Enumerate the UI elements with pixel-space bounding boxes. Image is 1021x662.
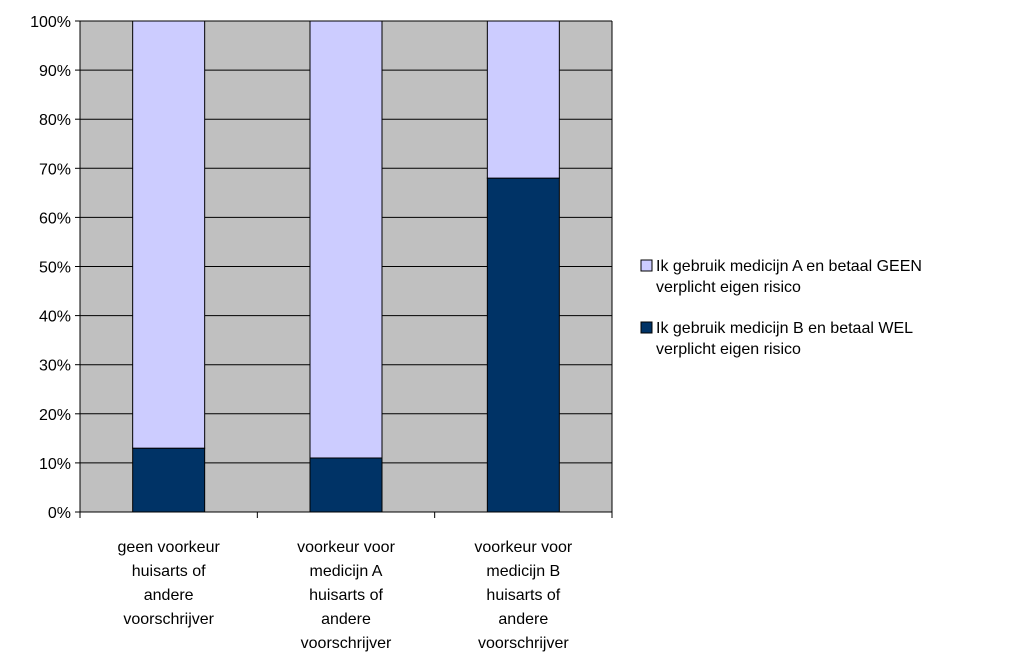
legend-label: Ik gebruik medicijn B en betaal WEL verpl…: [656, 320, 913, 358]
y-tick-label: 0%: [48, 505, 71, 522]
y-tick-label: 20%: [39, 407, 71, 424]
legend-label: Ik gebruik medicijn A en betaal GEEN verp…: [656, 258, 922, 296]
bar-segment: [486, 177, 560, 513]
y-tick-label: 30%: [39, 358, 71, 375]
y-tick-label: 70%: [39, 161, 71, 178]
y-tick-label: 50%: [39, 260, 71, 277]
y-tick-label: 90%: [39, 63, 71, 80]
legend-swatch: [640, 259, 653, 272]
bar-segment: [132, 20, 206, 449]
bar-segment: [309, 457, 383, 513]
y-tick-label: 40%: [39, 309, 71, 326]
bar-segment: [132, 447, 206, 513]
bar-segment: [486, 20, 560, 179]
legend-swatch: [640, 321, 653, 334]
y-tick-label: 100%: [30, 14, 71, 31]
bar-segment: [309, 20, 383, 459]
y-tick-label: 80%: [39, 112, 71, 129]
y-tick-label: 10%: [39, 456, 71, 473]
x-tick-label: geen voorkeur huisarts of andere voorschrij…: [118, 539, 221, 628]
y-tick-label: 60%: [39, 210, 71, 227]
